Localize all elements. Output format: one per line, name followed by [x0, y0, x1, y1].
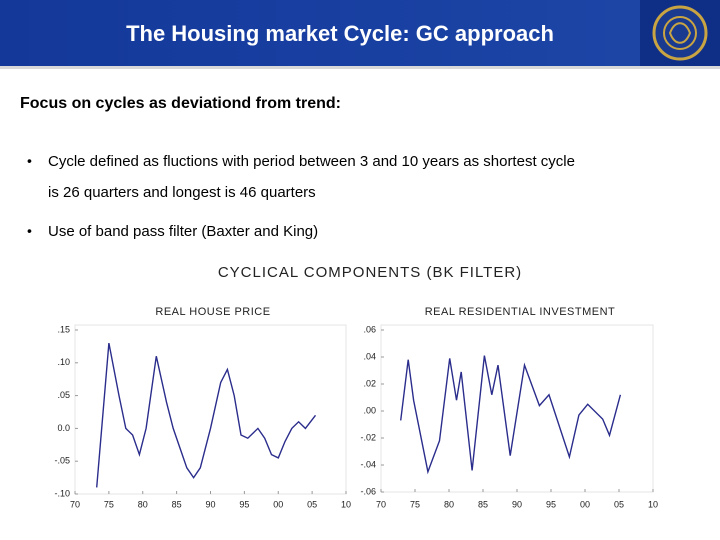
y-tick-label: -.10	[54, 488, 70, 498]
x-tick-label: 80	[138, 499, 148, 509]
y-tick-label: .04	[363, 351, 376, 361]
y-tick-label: .06	[363, 324, 376, 334]
header-bar	[0, 0, 720, 66]
x-tick-label: 00	[273, 499, 283, 509]
y-tick-label: 0.0	[57, 423, 70, 433]
bullet-text: Cycle defined as fluctions with period b…	[48, 153, 575, 170]
slide-title: The Housing market Cycle: GC approach	[126, 21, 554, 46]
x-tick-label: 05	[307, 499, 317, 509]
x-tick-label: 95	[239, 499, 249, 509]
y-tick-label: .00	[363, 405, 376, 415]
x-tick-label: 85	[478, 499, 488, 509]
x-tick-label: 10	[648, 499, 658, 509]
x-tick-label: 10	[341, 499, 351, 509]
y-tick-label: .10	[57, 357, 70, 367]
logo-emblem	[668, 22, 692, 44]
bullet-text: Use of band pass filter (Baxter and King…	[48, 223, 318, 240]
bullet-dot: •	[27, 223, 32, 239]
figure-title: CYCLICAL COMPONENTS (BK FILTER)	[218, 264, 522, 281]
header-rule	[0, 66, 720, 69]
x-tick-label: 75	[104, 499, 114, 509]
x-tick-label: 90	[205, 499, 215, 509]
y-tick-label: -.06	[360, 486, 376, 496]
bullet-dot: •	[27, 153, 32, 169]
logo-inner	[663, 16, 697, 50]
y-tick-label: -.05	[54, 456, 70, 466]
y-tick-label: -.04	[360, 459, 376, 469]
x-tick-label: 85	[172, 499, 182, 509]
chart-title: REAL HOUSE PRICE	[155, 306, 270, 318]
x-tick-label: 90	[512, 499, 522, 509]
x-tick-label: 95	[546, 499, 556, 509]
x-tick-label: 70	[70, 499, 80, 509]
x-tick-label: 80	[444, 499, 454, 509]
x-tick-label: 00	[580, 499, 590, 509]
chart-title: REAL RESIDENTIAL INVESTMENT	[425, 306, 616, 318]
bullet-text: is 26 quarters and longest is 46 quarter…	[48, 184, 316, 201]
heading: Focus on cycles as deviationd from trend…	[20, 95, 341, 112]
y-tick-label: .15	[57, 324, 70, 334]
x-tick-label: 05	[614, 499, 624, 509]
logo	[652, 5, 708, 61]
data-line	[400, 355, 622, 475]
x-tick-label: 70	[376, 499, 386, 509]
plot-frame	[74, 324, 347, 495]
data-line	[96, 342, 317, 488]
x-tick-label: 75	[410, 499, 420, 509]
y-tick-label: .05	[57, 390, 70, 400]
y-tick-label: .02	[363, 378, 376, 388]
y-tick-label: -.02	[360, 432, 376, 442]
